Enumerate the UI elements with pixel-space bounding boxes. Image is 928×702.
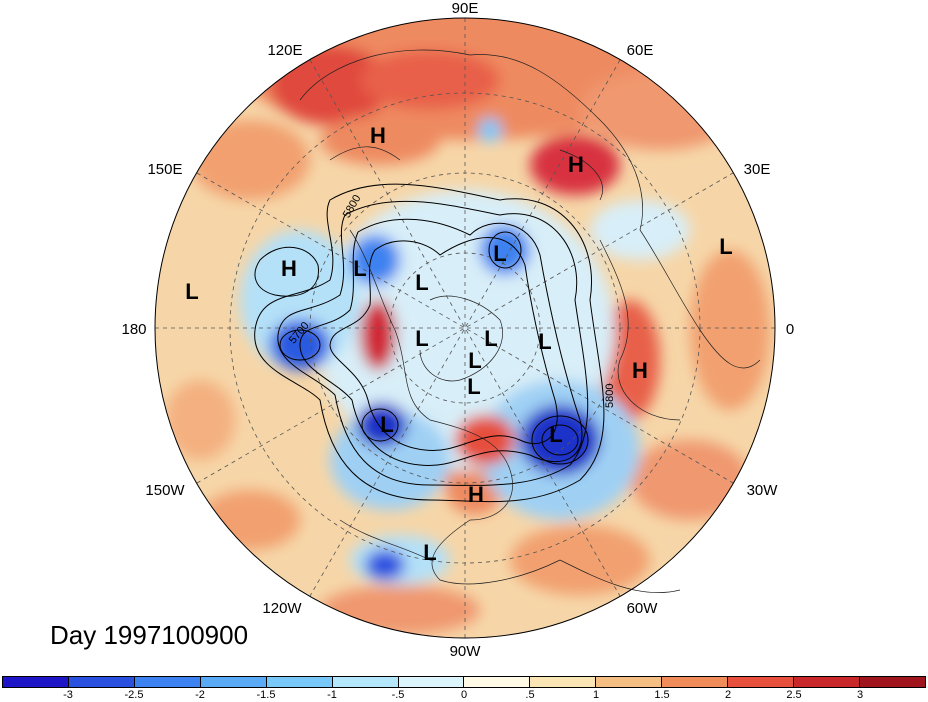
colorbar-tick-label: -1.5 [256,689,276,701]
colorbar-tick-label: 1.5 [654,689,670,701]
lon-label-30w: 30W [747,482,779,499]
colorbar-tick-label: -1 [327,689,337,701]
low-center-label: L [549,422,562,447]
lon-label-180: 180 [121,321,146,338]
low-center-label: L [353,256,366,281]
lon-label-90w: 90W [450,643,482,660]
low-center-label: L [484,326,497,351]
colorbar-tick-label: -3 [63,689,73,701]
low-center-label: L [415,270,428,295]
high-center-label: H [281,256,297,281]
colorbar-segment [3,677,69,687]
colorbar-segment [728,677,795,687]
colorbar-segment [662,677,729,687]
colorbar-tick-label: 0 [460,689,468,701]
day-title: Day 1997100900 [50,620,249,650]
colorbar-tick-label: 1 [592,689,600,701]
coastlines [299,49,761,593]
colorbar [2,676,926,688]
colorbar-tick-label: -.5 [391,689,405,701]
pressure-centers: H H H H H L L L L L L L L L L L L L [185,123,732,565]
low-center-label: L [423,540,436,565]
lon-label-120e: 120E [267,42,302,59]
lon-label-30e: 30E [744,161,771,178]
lon-label-60w: 60W [627,600,659,617]
colorbar-tick-label: 2 [724,689,732,701]
colorbar-segment [859,677,925,687]
colorbar-segment [200,677,267,687]
low-center-label: L [185,279,198,304]
colorbar-tick-label: -2.5 [124,689,144,701]
anomaly-shading [155,18,775,638]
low-center-label: L [468,348,481,373]
colorbar-segment [794,677,860,687]
high-center-label: H [632,358,648,383]
low-center-label: L [719,234,732,259]
longitude-labels: 90E 120E 60E 150E 30E 180 0 150W 30W 120… [121,0,794,660]
graticule [155,18,775,638]
lon-label-120w: 120W [262,600,302,617]
low-center-label: L [415,326,428,351]
lon-label-150e: 150E [147,161,182,178]
colorbar-segment [266,677,333,687]
lon-label-60e: 60E [627,42,654,59]
low-center-label: L [538,329,551,354]
low-center-label: L [467,374,480,399]
colorbar-tick-label: 3 [856,689,864,701]
high-center-label: H [370,123,386,148]
low-center-label: L [493,241,506,266]
colorbar-segment [530,677,597,687]
lon-label-0: 0 [786,321,794,338]
colorbar-tick-label: .5 [525,689,535,701]
colorbar-segment [398,677,465,687]
high-center-label: H [568,152,584,177]
map-boundary [154,17,776,639]
low-center-label: L [380,412,393,437]
lon-label-90e: 90E [452,0,479,17]
colorbar-segment [134,677,201,687]
contour-label-5800-b: 5800 [604,384,616,408]
colorbar-tick-label: -2 [195,689,205,701]
colorbar-tick-label: 2.5 [786,689,802,701]
colorbar-segment [464,677,531,687]
colorbar-tick-labels: -3 -2.5 -2 -1.5 -1 -.5 0 .5 1 1.5 2 2.5 3 [2,689,926,702]
high-center-label: H [468,482,484,507]
colorbar-segment [596,677,663,687]
lon-label-150w: 150W [145,482,185,499]
colorbar-segment [332,677,399,687]
colorbar-segment [68,677,135,687]
height-contours [254,183,605,503]
